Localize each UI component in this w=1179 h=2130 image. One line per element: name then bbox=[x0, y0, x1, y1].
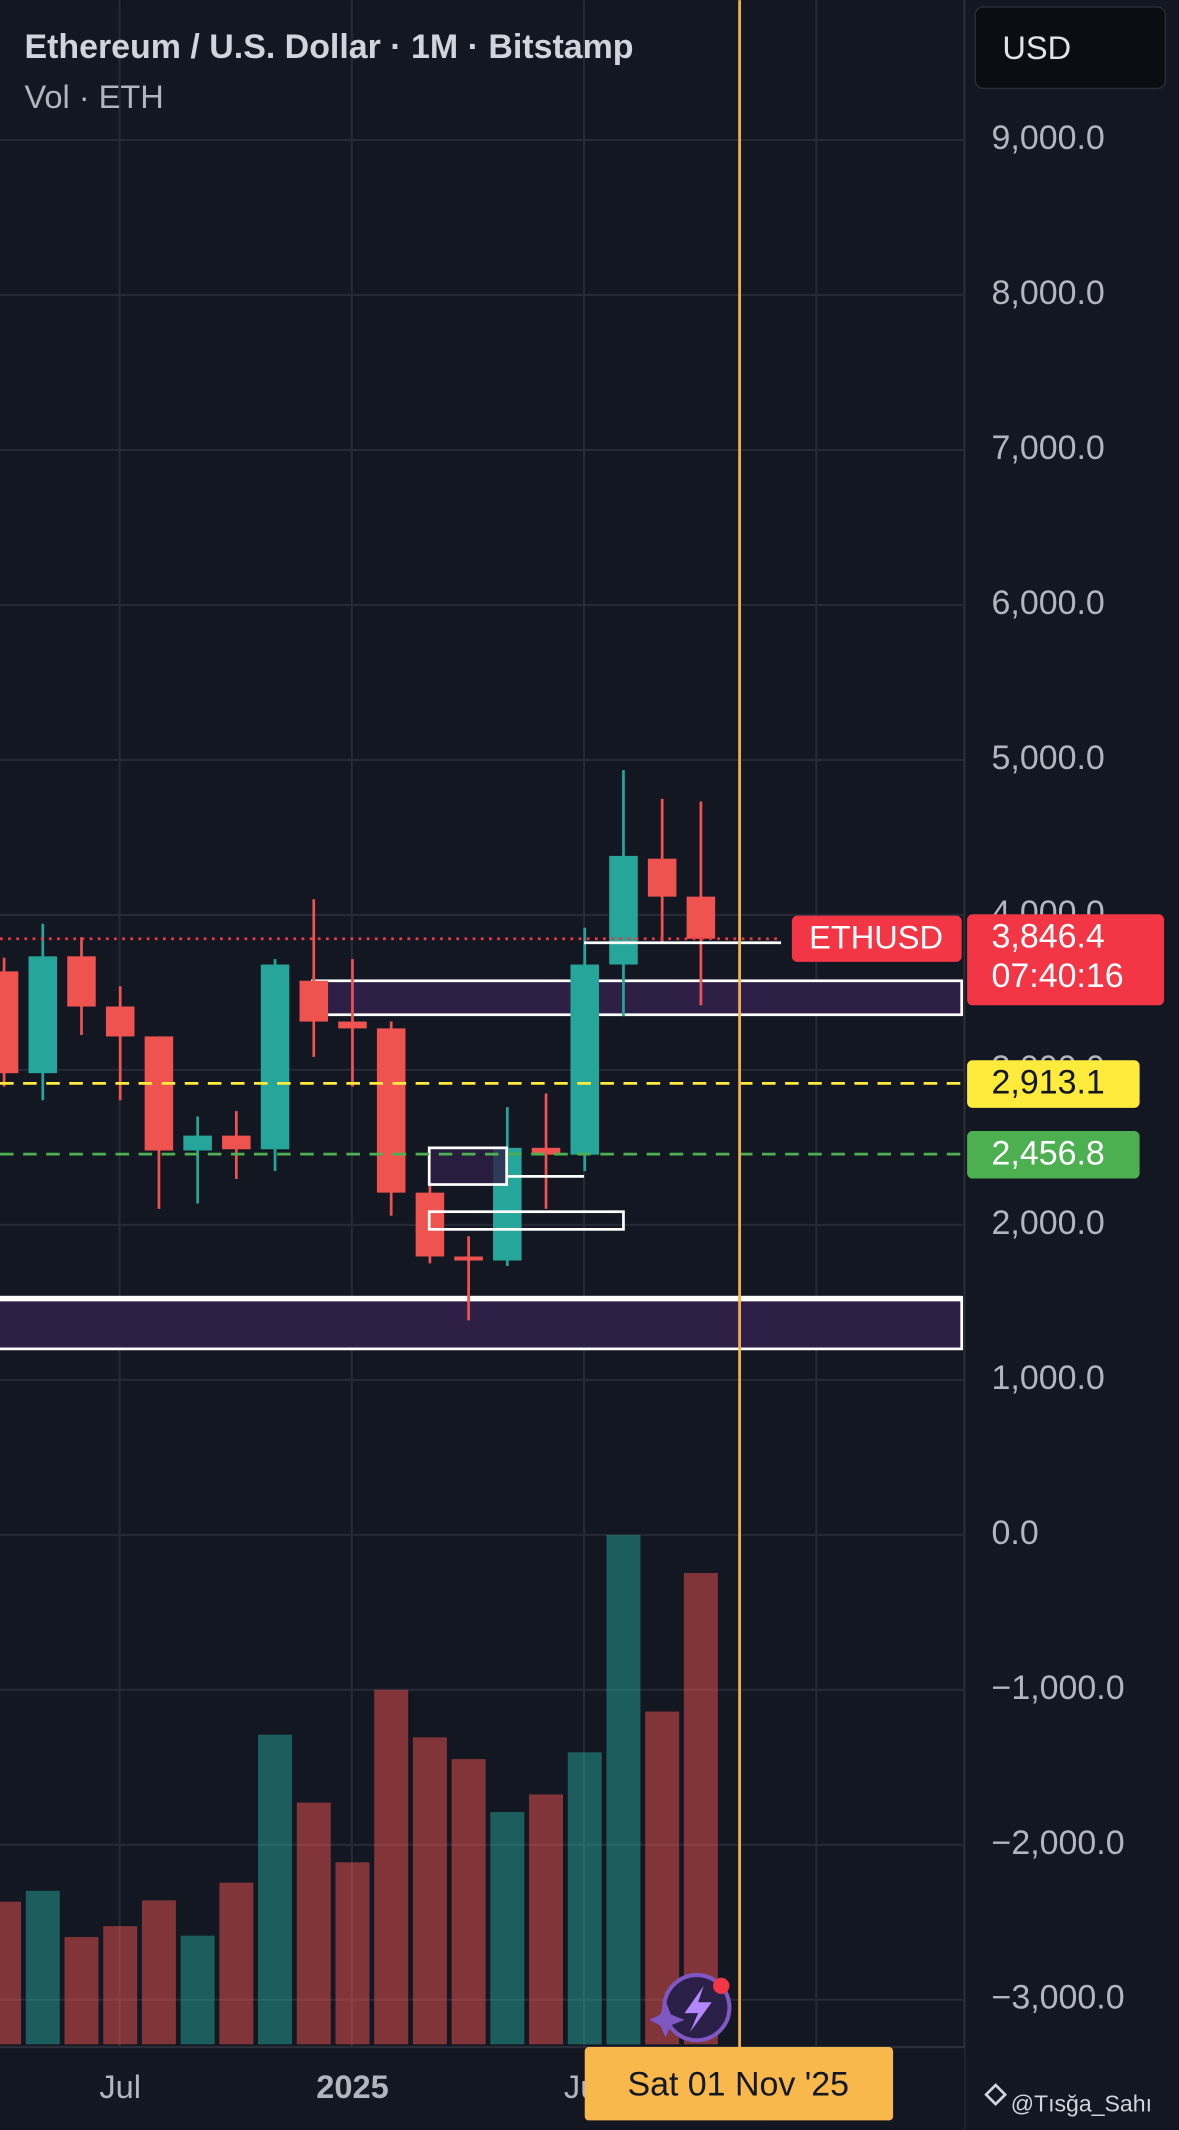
candle-body bbox=[144, 1036, 174, 1151]
chart-title: Ethereum / U.S. Dollar · 1M · Bitstamp bbox=[24, 28, 633, 66]
volume-bar bbox=[567, 1752, 602, 2045]
candle-body bbox=[183, 1135, 212, 1151]
zone bbox=[0, 1295, 964, 1351]
candle-body bbox=[260, 964, 290, 1150]
volume-bar bbox=[180, 1935, 215, 2045]
zones bbox=[0, 979, 964, 1351]
currency-box[interactable] bbox=[974, 6, 1167, 90]
crosshair-label-box bbox=[584, 2047, 894, 2121]
volume-bar bbox=[296, 1802, 331, 2045]
volume-bar bbox=[490, 1812, 525, 2045]
candle-body bbox=[0, 971, 19, 1074]
candle-body bbox=[609, 855, 638, 965]
icon-dot bbox=[713, 1977, 730, 1995]
candle-body bbox=[28, 956, 58, 1074]
y-tick-label: −2,000.0 bbox=[992, 1824, 1125, 1862]
watermark: @Tısğa_Sahı bbox=[1011, 2091, 1152, 2117]
currency[interactable]: USD bbox=[1002, 29, 1071, 66]
h-grid bbox=[0, 139, 965, 2001]
volume-bar bbox=[103, 1926, 138, 2045]
volume-bar bbox=[141, 1900, 176, 2045]
crosshair: Sat 01 Nov '25 bbox=[584, 0, 894, 2121]
symbol-label-box bbox=[791, 915, 962, 962]
y-tick-label: 5,000.0 bbox=[992, 739, 1105, 777]
y-tick-label: 7,000.0 bbox=[992, 429, 1105, 467]
candle-body bbox=[105, 1006, 135, 1037]
volume-bar bbox=[64, 1937, 99, 2045]
y-tick-label: 8,000.0 bbox=[992, 274, 1105, 312]
y-tick-label: 0.0 bbox=[992, 1514, 1039, 1552]
candle-body bbox=[647, 858, 677, 897]
volume-bar bbox=[606, 1534, 641, 2045]
volume-bar bbox=[451, 1759, 486, 2045]
y-axis: 9,000.08,000.07,000.06,000.05,000.04,000… bbox=[992, 119, 1125, 2017]
candle-body bbox=[686, 896, 716, 939]
y-tick-label: 9,000.0 bbox=[992, 119, 1105, 157]
icon-bolt bbox=[684, 1985, 712, 2033]
y-tick-label: 6,000.0 bbox=[992, 584, 1105, 622]
price-labels: ETHUSD 3,846.407:40:16 2,913.1 2,456.8 bbox=[791, 914, 1165, 1179]
candle-body bbox=[531, 1147, 561, 1155]
price-label: 2,456.8 bbox=[992, 1134, 1105, 1172]
volume-bar bbox=[683, 1573, 718, 2045]
volume-bar bbox=[529, 1794, 564, 2045]
volume-bar bbox=[374, 1689, 409, 2045]
assistant-icon[interactable] bbox=[649, 1973, 732, 2043]
y-tick-label: 1,000.0 bbox=[992, 1359, 1105, 1397]
price-label-box bbox=[967, 914, 1165, 1006]
volume-bar bbox=[258, 1734, 293, 2045]
volume-bars bbox=[0, 1534, 718, 2045]
icon-star bbox=[649, 2000, 685, 2038]
candle-body bbox=[376, 1028, 406, 1193]
volume-bar bbox=[0, 1901, 22, 2045]
x-tick-label: Jul bbox=[99, 2068, 141, 2105]
candle-body bbox=[338, 1021, 367, 1029]
price-label-box bbox=[967, 1131, 1140, 1179]
candle-body bbox=[222, 1135, 251, 1150]
volume-bar bbox=[219, 1882, 254, 2045]
crosshair-label: Sat 01 Nov '25 bbox=[627, 2065, 849, 2103]
candle-body bbox=[570, 964, 600, 1155]
volume-bar bbox=[412, 1737, 447, 2045]
candles bbox=[0, 770, 716, 1321]
y-tick-label: 2,000.0 bbox=[992, 1204, 1105, 1242]
price-label-box bbox=[967, 1060, 1140, 1108]
box bbox=[427, 1210, 625, 1231]
volume-bar bbox=[25, 1890, 60, 2045]
symbol-label: ETHUSD bbox=[809, 919, 943, 956]
watermark-icon bbox=[984, 2083, 1008, 2107]
volume-bar bbox=[335, 1862, 370, 2045]
zone bbox=[311, 979, 964, 1017]
y-tick-label: −1,000.0 bbox=[992, 1669, 1125, 1707]
price-label: 2,913.1 bbox=[992, 1064, 1105, 1102]
chart-subtitle: Vol · ETH bbox=[24, 78, 163, 115]
x-tick-label: 2025 bbox=[316, 2068, 388, 2105]
price-label: 3,846.4 bbox=[992, 918, 1105, 956]
candle-body bbox=[454, 1256, 483, 1261]
y-tick-label: −3,000.0 bbox=[992, 1979, 1125, 2017]
candle-body bbox=[299, 980, 329, 1022]
candle-body bbox=[67, 956, 96, 1007]
countdown: 07:40:16 bbox=[992, 957, 1124, 995]
x-axis: Jul2025Jul bbox=[99, 2068, 605, 2105]
